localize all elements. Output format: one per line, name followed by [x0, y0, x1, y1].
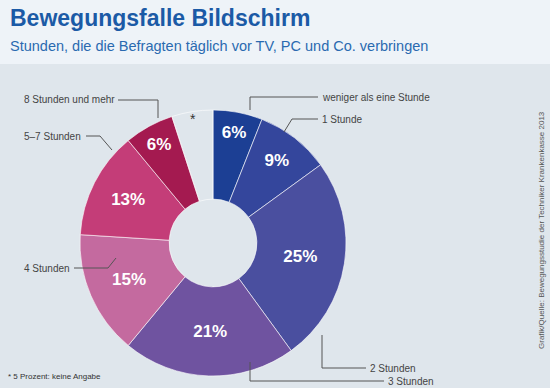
svg-text:4 Stunden: 4 Stunden	[24, 263, 70, 274]
svg-text:6%: 6%	[222, 123, 247, 142]
svg-text:Bewegungsfalle Bildschirm: Bewegungsfalle Bildschirm	[10, 5, 310, 31]
svg-text:15%: 15%	[112, 270, 146, 289]
svg-text:3 Stunden: 3 Stunden	[388, 376, 434, 387]
svg-text:* 5 Prozent: keine Angabe: * 5 Prozent: keine Angabe	[8, 372, 101, 381]
svg-text:21%: 21%	[193, 322, 227, 341]
svg-text:1 Stunde: 1 Stunde	[322, 114, 362, 125]
svg-text:Grafik/Quelle: Bewegungsstudie: Grafik/Quelle: Bewegungsstudie der Techn…	[537, 111, 546, 349]
svg-text:5–7 Stunden: 5–7 Stunden	[24, 131, 81, 142]
svg-text:8 Stunden und mehr: 8 Stunden und mehr	[24, 94, 115, 105]
svg-text:6%: 6%	[147, 135, 172, 154]
svg-text:13%: 13%	[111, 190, 145, 209]
svg-text:2 Stunden: 2 Stunden	[370, 363, 416, 374]
svg-text:weniger als eine Stunde: weniger als eine Stunde	[322, 92, 430, 103]
svg-text:9%: 9%	[264, 151, 289, 170]
svg-text:Stunden, die die Befragten täg: Stunden, die die Befragten täglich vor T…	[10, 38, 428, 54]
svg-text:25%: 25%	[283, 247, 317, 266]
svg-text:*: *	[190, 111, 196, 127]
